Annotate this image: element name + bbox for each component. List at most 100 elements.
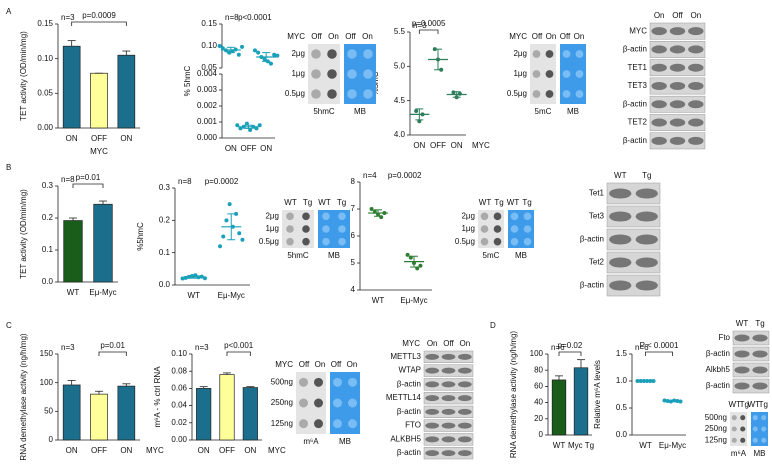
blot-band: [752, 366, 768, 374]
blot-dot: [562, 90, 571, 98]
y-tick-label: 0.04: [171, 401, 187, 410]
data-point: [457, 91, 462, 96]
blot-dot: [299, 377, 308, 387]
blot-header: On: [574, 32, 585, 41]
blot-dot: [493, 212, 502, 221]
y-tick-label: 150: [40, 349, 54, 358]
blot-header: Tg: [755, 319, 764, 328]
y-tick-label: 40: [534, 398, 543, 407]
data-point: [234, 211, 239, 216]
blot-footer: m⁶A: [731, 449, 747, 458]
blot-dot: [314, 419, 323, 429]
bar: [117, 385, 136, 441]
blot-band: [669, 118, 686, 127]
bar: [90, 72, 108, 129]
y-tick-label: 6: [351, 231, 356, 240]
blot-band: [441, 450, 456, 457]
blot-row-label: 500ng: [705, 413, 727, 422]
blot-row-label: β-actin: [706, 381, 730, 390]
blot-band: [669, 81, 686, 91]
data-point: [224, 218, 229, 223]
bar: [90, 393, 108, 441]
x-tick-label: OFF: [91, 446, 107, 455]
blot-row-label: β-actin: [397, 379, 421, 388]
data-point: [414, 108, 419, 113]
blot-row-label: 0.5μg: [285, 89, 305, 98]
blot-row-label: 1μg: [265, 224, 279, 233]
blot-dot: [363, 89, 373, 99]
blot-dot: [545, 90, 554, 98]
data-point: [202, 276, 207, 281]
annotation: n=6: [551, 343, 565, 352]
y-tick-label: 0.10: [201, 41, 217, 50]
data-point: [244, 121, 249, 126]
data-point: [237, 231, 242, 236]
data-point: [275, 53, 280, 58]
x-tick-label: WT: [639, 441, 652, 450]
data-point: [180, 276, 185, 281]
blot-dot: [314, 398, 323, 408]
blot-row-label: β-actin: [623, 136, 647, 145]
x-tick-label: ON: [244, 446, 256, 455]
x-tick-label: Myc Tg: [568, 441, 594, 450]
annotation: n=3: [413, 21, 427, 30]
y-tick-label: 4.0: [394, 130, 406, 139]
blot-footer: MB: [328, 251, 340, 260]
data-point: [236, 52, 241, 57]
blot-row-label: TET3: [627, 81, 647, 90]
blot-dot: [311, 69, 321, 79]
blot-footer: MB: [567, 107, 579, 116]
blot-label: MYC: [509, 32, 527, 41]
y-tick-label: 100: [40, 378, 54, 387]
y-axis-label: %5hmC: [136, 222, 145, 251]
blot-label: MYC: [275, 360, 293, 369]
blot-footer: 5hmC: [287, 251, 309, 260]
blot-dot: [562, 50, 571, 58]
blot-band: [441, 395, 456, 402]
bar: [196, 388, 212, 441]
significance-bracket: [71, 21, 127, 26]
data-point: [451, 90, 456, 95]
data-point: [227, 202, 232, 207]
blot-dot: [480, 225, 489, 233]
data-point: [418, 263, 423, 268]
data-point: [240, 237, 245, 242]
x-tick-label: ON: [66, 446, 78, 455]
blot-strip: [606, 274, 661, 297]
y-tick-label: 0.10: [37, 54, 53, 63]
data-point: [235, 123, 240, 128]
y-tick-label: 50: [44, 406, 53, 415]
blot-row-label: β-actin: [706, 349, 730, 358]
y-tick-label: 0.05: [37, 88, 53, 97]
y-tick-label: 0.06: [171, 384, 187, 393]
significance-bracket: [418, 29, 439, 34]
x-tick-label: OFF: [219, 446, 235, 455]
blot-strip: [606, 182, 661, 205]
panel-letter: D: [490, 321, 496, 330]
y-tick-label: 4.5: [394, 96, 406, 105]
y-tick-label: 0.2: [159, 215, 171, 224]
blot-dot: [562, 70, 571, 78]
blot-row-label: 1μg: [291, 69, 305, 78]
y-axis-label: Relative m⁶A levels: [593, 360, 602, 429]
blot-dot: [493, 225, 502, 233]
annotation: n=3: [61, 13, 75, 22]
blot-dot: [333, 377, 342, 387]
blot-header: Tg: [642, 171, 651, 180]
significance-bracket: [72, 183, 104, 188]
blot-band: [425, 353, 440, 360]
blot-dot: [348, 377, 357, 387]
blot-dot: [532, 70, 541, 78]
blot-row-label: 0.5μg: [455, 237, 475, 246]
blot-dot: [532, 90, 541, 98]
blot-row-label: ALKBH5: [390, 434, 421, 443]
x-tick-label: OFF: [241, 144, 257, 153]
blot-header: WT: [284, 198, 297, 207]
blot-row-label: Tet3: [589, 212, 605, 221]
significance-bracket: [558, 351, 582, 356]
blot-dot: [286, 212, 294, 221]
blot-header: WT: [479, 198, 492, 207]
blot-band: [425, 381, 440, 388]
blot-band: [425, 367, 440, 374]
blot-dot: [322, 212, 330, 221]
